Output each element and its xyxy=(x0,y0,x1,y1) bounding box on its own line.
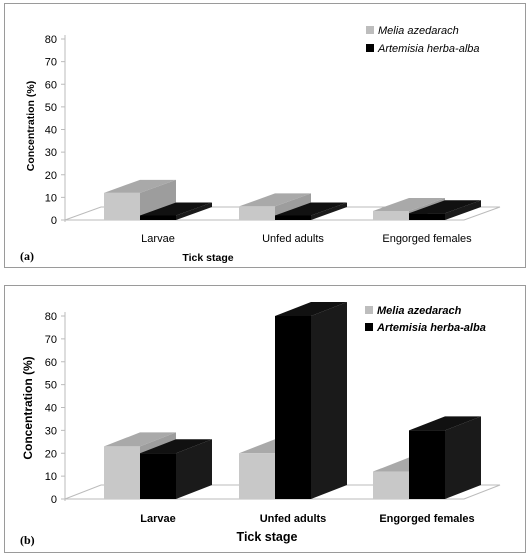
panel-label: (b) xyxy=(20,533,35,547)
bar-side xyxy=(176,439,212,499)
y-tick-label: 80 xyxy=(45,311,57,323)
bar-melia-azedarach-unfed-adults xyxy=(239,453,275,499)
y-tick-label: 30 xyxy=(45,147,57,159)
y-tick-label: 20 xyxy=(45,448,57,460)
legend-swatch xyxy=(365,323,373,331)
bar-top xyxy=(409,416,481,431)
y-tick-label: 10 xyxy=(45,192,57,204)
x-tick-label: Larvae xyxy=(141,233,175,245)
bar-top xyxy=(373,197,445,211)
y-tick-label: 40 xyxy=(45,403,57,415)
y-tick-label: 80 xyxy=(45,34,57,46)
y-tick-label: 20 xyxy=(45,170,57,182)
x-tick-label: Engorged females xyxy=(382,233,472,245)
bar-top xyxy=(104,179,176,193)
y-tick-label: 30 xyxy=(45,425,57,437)
legend-swatch xyxy=(365,306,373,314)
bar-artemisia-herba-alba-engorged-females xyxy=(409,213,445,220)
y-tick-label: 0 xyxy=(51,494,57,506)
x-tick-label: Engorged females xyxy=(379,513,474,525)
x-axis-title: Tick stage xyxy=(237,530,298,544)
bar-side xyxy=(176,202,212,220)
bar-top xyxy=(239,193,311,207)
bar-top xyxy=(140,439,212,454)
bar-side xyxy=(311,202,347,220)
y-tick-label: 60 xyxy=(45,357,57,369)
x-tick-label: Unfed adults xyxy=(262,233,324,245)
bar-melia-azedarach-engorged-females xyxy=(373,210,409,220)
y-tick-label: 60 xyxy=(45,79,57,91)
y-tick-label: 50 xyxy=(45,380,57,392)
bar-artemisia-herba-alba-larvae xyxy=(140,215,176,220)
y-tick-label: 0 xyxy=(51,215,57,227)
bar-melia-azedarach-unfed-adults xyxy=(239,206,275,220)
bar-side xyxy=(445,416,481,499)
y-tick-label: 10 xyxy=(45,471,57,483)
bar-artemisia-herba-alba-engorged-females xyxy=(409,430,445,499)
chart-b-svg: 0 10 20 30 40 50 60 70 80 Larvae Unfed adults Engor… xyxy=(20,302,501,547)
x-tick-label: Larvae xyxy=(140,513,175,525)
legend-label: Artemisia herba-alba xyxy=(376,322,486,334)
x-tick-label: Unfed adults xyxy=(260,513,327,525)
bar-top xyxy=(275,302,347,316)
chart-a-svg: 0 10 20 30 40 50 60 70 80 Larvae Unfed adults Engor… xyxy=(20,25,501,264)
y-axis-title: Concentration (%) xyxy=(25,81,37,171)
chart-panel-b: 0 10 20 30 40 50 60 70 80 Larvae Unfed adults Engor… xyxy=(4,285,526,553)
panel-label: (a) xyxy=(20,249,34,263)
bar-melia-azedarach-larvae xyxy=(104,446,140,499)
y-tick-label: 70 xyxy=(45,334,57,346)
x-axis-title: Tick stage xyxy=(182,252,233,264)
legend-swatch xyxy=(366,26,374,34)
bar-side xyxy=(311,302,347,499)
legend-label: Melia azedarach xyxy=(378,25,459,37)
bar-top xyxy=(140,202,212,216)
legend-label: Melia azedarach xyxy=(377,305,462,317)
legend-label: Artemisia herba-alba xyxy=(377,43,480,55)
bar-top xyxy=(104,432,176,447)
y-tick-label: 70 xyxy=(45,57,57,69)
bar-top xyxy=(409,200,481,214)
y-tick-label: 50 xyxy=(45,102,57,114)
y-axis-title: Concentration (%) xyxy=(21,356,35,459)
chart-panel-a: 0 10 20 30 40 50 60 70 80 Larvae Unfed adults Engor… xyxy=(4,3,526,268)
bar-artemisia-herba-alba-larvae xyxy=(140,453,176,499)
bar-melia-azedarach-engorged-females xyxy=(373,471,409,499)
bar-artemisia-herba-alba-unfed-adults xyxy=(275,316,311,499)
bar-side xyxy=(445,200,481,220)
bar-artemisia-herba-alba-unfed-adults xyxy=(275,215,311,220)
bar-melia-azedarach-larvae xyxy=(104,192,140,220)
y-tick-label: 40 xyxy=(45,125,57,137)
bar-top xyxy=(275,202,347,216)
legend-swatch xyxy=(366,44,374,52)
